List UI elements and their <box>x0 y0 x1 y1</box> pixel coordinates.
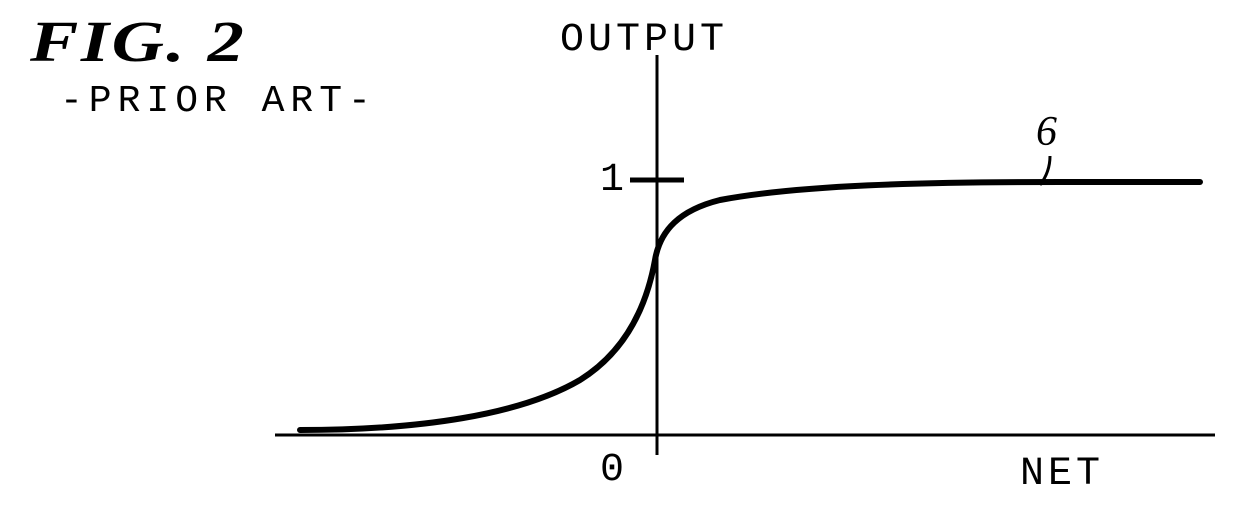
sigmoid-curve <box>300 182 1200 430</box>
plot-svg <box>0 0 1239 516</box>
figure-canvas: FIG. 2 -PRIOR ART- OUTPUT NET 1 0 6 <box>0 0 1239 516</box>
